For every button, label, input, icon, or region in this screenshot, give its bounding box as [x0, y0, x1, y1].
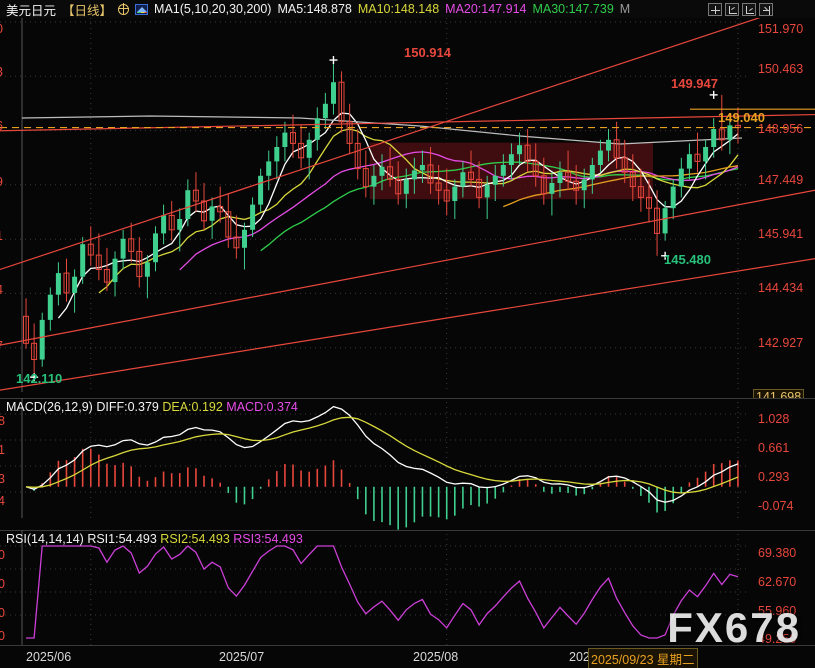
macd-dea-value: DEA:0.192: [162, 400, 223, 414]
rsi-chart-canvas[interactable]: [0, 530, 815, 645]
crosshair-date-label: 2025/09/23 星期二: [588, 648, 698, 668]
rsi-axis-left-label: 0: [0, 629, 5, 643]
rsi-axis-label: 49.250: [758, 632, 797, 646]
macd-axis-left-label: 8: [0, 414, 5, 428]
macd-axis-left-label: 4: [0, 494, 5, 508]
zoom-fit-icon[interactable]: [725, 3, 739, 16]
macd-hist-value: MACD:0.374: [226, 400, 298, 414]
rsi-axis-left-label: 0: [0, 548, 5, 562]
price-axis-left-label: 6: [0, 119, 3, 133]
rsi-axis-label: 62.670: [758, 575, 797, 589]
macd-header: MACD(26,12,9) DIFF:0.379 DEA:0.192 MACD:…: [6, 400, 298, 414]
rsi-panel[interactable]: RSI(14,14,14) RSI1:54.493 RSI2:54.493 RS…: [0, 530, 815, 645]
macd-axis-label: 1.028: [758, 412, 790, 426]
price-axis-label: 144.434: [758, 281, 804, 295]
rsi-axis-left-label: 0: [0, 606, 5, 620]
price-panel[interactable]: [0, 18, 815, 398]
price-chart-canvas[interactable]: [0, 18, 815, 398]
ma5-value: MA5:148.878: [277, 2, 352, 16]
price-axis-label: 145.941: [758, 227, 804, 241]
price-axis-left-label: 7: [0, 339, 3, 353]
price-axis-left-label: 0: [0, 22, 3, 36]
ma30-value: MA30:147.739: [532, 2, 614, 16]
rsi-axis-label: 55.960: [758, 604, 797, 618]
macd-axis-label: -0.074: [758, 499, 794, 513]
rsi-axis-label: 69.380: [758, 546, 797, 560]
rsi1-value: RSI1:54.493: [87, 532, 157, 546]
date-axis-label: 2025/06: [26, 650, 72, 664]
macd-chart-canvas[interactable]: [0, 398, 815, 530]
price-axis-left-label: 9: [0, 175, 3, 189]
macd-axis-label: 0.293: [758, 470, 790, 484]
watermark: FX678: [667, 604, 801, 651]
price-axis-label: 150.463: [758, 62, 804, 76]
crosshair-tool-icon[interactable]: [708, 3, 722, 16]
recent-low-annotation: 145.480: [664, 252, 711, 267]
chart-toolbar: [708, 3, 773, 16]
date-axis-label: 2025/07: [219, 650, 265, 664]
macd-diff-value: DIFF:0.379: [96, 400, 159, 414]
period-label[interactable]: 【日线】: [62, 3, 113, 18]
date-axis[interactable]: 2025/06 2025/07 2025/08 2025/09 2025/09/…: [0, 645, 815, 668]
globe-icon[interactable]: [117, 3, 130, 15]
chart-type-icon[interactable]: [135, 3, 149, 15]
price-axis-label: 142.927: [758, 336, 804, 350]
swing-low-annotation: 142.110: [16, 371, 63, 386]
symbol-name[interactable]: 美元日元: [6, 3, 57, 18]
macd-title: MACD(26,12,9): [6, 400, 93, 414]
price-axis-left-label: 3: [0, 65, 3, 79]
swing-high-annotation: 150.914: [404, 45, 451, 60]
zoom-region-icon[interactable]: [742, 3, 756, 16]
price-axis-label: 151.970: [758, 22, 804, 36]
price-axis-label: 147.449: [758, 173, 804, 187]
price-axis-label: 148.956: [758, 122, 804, 136]
rsi-axis-left-label: 0: [0, 577, 5, 591]
macd-axis-label: 0.661: [758, 441, 790, 455]
recent-high-annotation: 149.947: [671, 76, 718, 91]
rsi-title: RSI(14,14,14): [6, 532, 84, 546]
scroll-right-icon[interactable]: [759, 3, 773, 16]
date-axis-label: 2025/08: [413, 650, 459, 664]
price-axis-left-label: 1: [0, 229, 3, 243]
macd-axis-left-label: 3: [0, 472, 5, 486]
rsi2-value: RSI2:54.493: [160, 532, 230, 546]
price-axis-left-label: 4: [0, 283, 3, 297]
ma-params-label: MA1(5,10,20,30,200): [154, 2, 272, 16]
ma10-value: MA10:148.148: [357, 2, 440, 16]
chart-header: 美元日元 【日线】 MA1(5,10,20,30,200) MA5:148.87…: [0, 0, 815, 18]
macd-axis-left-label: 1: [0, 443, 5, 457]
market-mark: M: [619, 2, 631, 16]
last-price-annotation: 149.040: [718, 110, 765, 125]
rsi3-value: RSI3:54.493: [233, 532, 303, 546]
rsi-header: RSI(14,14,14) RSI1:54.493 RSI2:54.493 RS…: [6, 532, 303, 546]
macd-panel[interactable]: MACD(26,12,9) DIFF:0.379 DEA:0.192 MACD:…: [0, 398, 815, 530]
ma20-value: MA20:147.914: [445, 2, 527, 16]
